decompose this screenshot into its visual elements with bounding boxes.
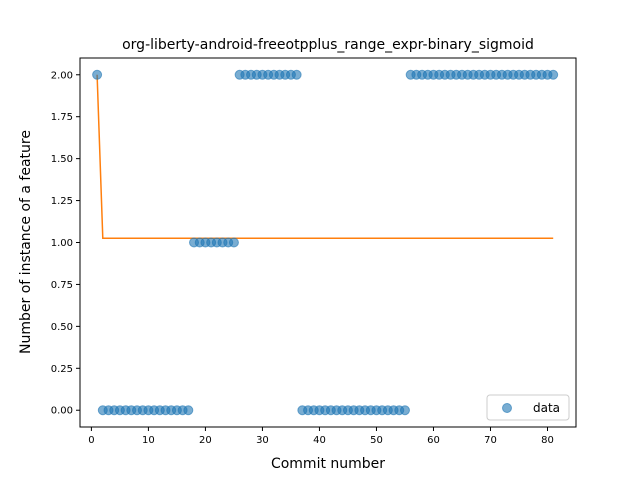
data-point [291,69,302,80]
x-axis-ticks: 0 10 20 30 40 50 60 70 80 [88,427,554,446]
x-axis-label: Commit number [271,456,385,472]
y-tick-label: 1.00 [51,238,73,249]
plot-area [79,57,577,428]
data-point [183,405,194,416]
y-tick-label: 1.25 [51,196,73,207]
y-tick-label: 2.00 [51,70,73,81]
x-tick-label: 30 [256,435,269,446]
y-tick-label: 0.00 [51,406,73,417]
x-tick-label: 40 [313,435,326,446]
x-tick-label: 20 [199,435,212,446]
x-tick-label: 80 [541,435,554,446]
y-axis-ticks: 0.00 0.25 0.50 0.75 1.00 1.25 1.50 1.75 2.00 [51,70,80,417]
x-tick-label: 0 [88,435,94,446]
y-tick-label: 0.75 [51,280,73,291]
y-tick-label: 0.25 [51,364,73,375]
data-point [548,69,559,80]
x-tick-label: 50 [370,435,383,446]
x-tick-label: 60 [427,435,440,446]
legend-marker-data [502,403,512,413]
data-point [92,69,103,80]
fit-line-group [96,74,554,240]
legend-label-data: data [533,401,560,415]
data-points [92,69,559,416]
data-point [228,237,239,248]
fit-line [96,74,554,240]
data-point [399,405,410,416]
legend-box [486,394,570,421]
plot-frame [80,58,576,427]
x-tick-label: 70 [484,435,497,446]
legend: data [486,394,570,421]
x-tick-label: 10 [142,435,155,446]
y-tick-label: 1.50 [51,154,73,165]
y-axis-label: Number of instance of a feature [18,130,34,354]
y-tick-label: 0.50 [51,322,73,333]
chart-title: org-liberty-android-freeotpplus_range_ex… [122,37,534,53]
y-tick-label: 1.75 [51,112,73,123]
